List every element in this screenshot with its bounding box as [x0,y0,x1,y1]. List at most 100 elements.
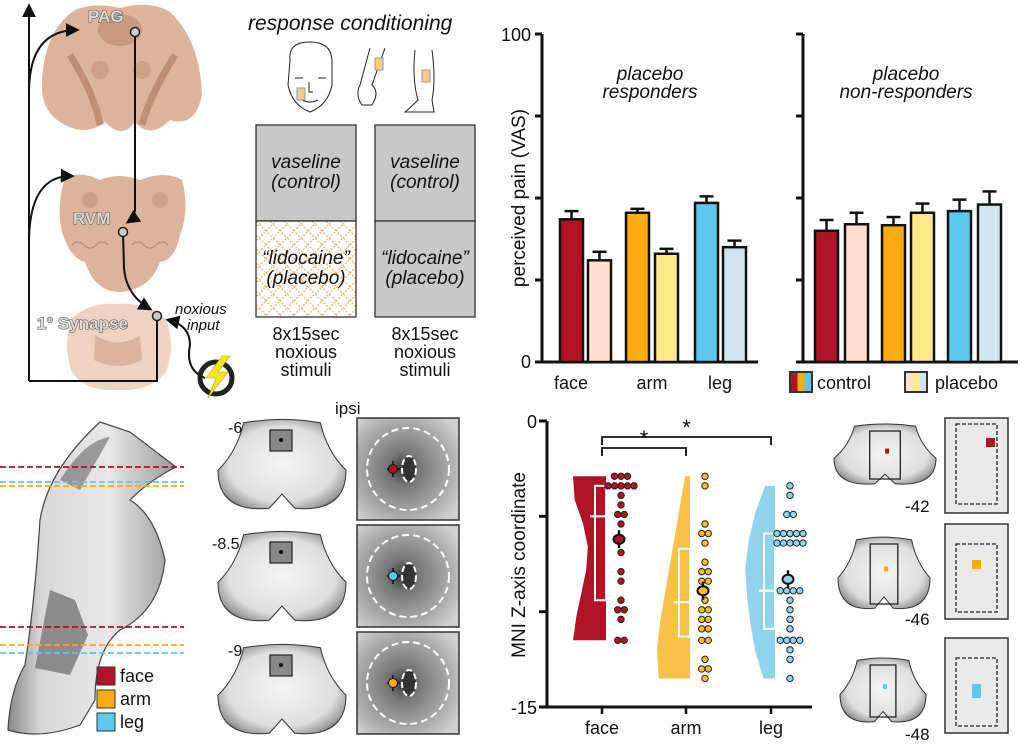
data-point-face [617,567,625,576]
x-tick-label: leg [759,718,783,738]
y-axis-label: MNI Z-axis coordinate [509,472,530,658]
activation-peak [388,464,398,474]
violin-face [573,476,606,641]
noxious-label: noxious [175,301,227,318]
bar-arm-control [880,223,907,364]
placebo-label: “lidocaine” [381,248,470,269]
arm-icon [357,47,386,106]
x-tick-label: face [585,718,619,738]
dashed-roi [955,657,998,727]
activation-cluster [972,684,981,698]
bar-arm-placebo [909,211,936,364]
stimuli-label: stimuli [280,360,331,380]
chart-title-1a: placebo [616,64,684,85]
data-point-leg [796,587,804,595]
axial-brainstem-slice [217,530,347,622]
data-point-arm [701,539,709,547]
stimuli-label: 8x15sec [391,324,458,344]
violin-leg [745,485,775,679]
conditioning-box-gray: vaseline (control) “lidocaine” (placebo)… [374,124,476,380]
legend-label-leg: leg [120,712,144,732]
x-tick-label: face [554,373,588,393]
dashed-region [366,534,450,618]
z-coordinate-chart: MNI Z-axis coordinate 0 -15 face arm leg… [509,412,812,738]
zoom-panel [944,523,1009,620]
data-point-leg [796,636,804,645]
pain-modulation-circuit: PAG RVM 1° Synapse noxious input [22,3,235,399]
bar-face-control [813,229,840,364]
data-point-arm [704,625,712,633]
y-tick-label: -15 [511,698,537,718]
data-point-leg [773,529,781,538]
box-face [594,484,607,602]
x-tick-label: arm [637,373,668,393]
data-point-leg [783,636,791,645]
data-point-face [617,472,625,481]
data-point-arm [701,482,709,490]
conditioning-box-lidocaine: vaseline (control) “lidocaine” (placebo)… [255,124,357,380]
data-point-arm [704,615,712,624]
data-point-leg [792,529,801,538]
input-label: input [187,317,220,334]
violin-arm [657,476,690,679]
pag-node [129,26,141,38]
slice-label: -8.5 [212,536,240,553]
significance-star: * [640,426,649,451]
data-point-leg [779,529,788,538]
data-point-leg [779,539,788,547]
bar-arm-placebo [653,252,680,364]
slice-label: -9 [228,643,242,660]
leg-icon [403,49,435,113]
box-arm [678,547,691,638]
data-point-leg [773,539,781,547]
data-point-leg [786,674,794,683]
legend-swatch-placebo [904,371,928,393]
data-point-arm [698,665,706,673]
data-point-arm [701,558,709,566]
data-point-face [620,606,628,614]
stimuli-label: stimuli [399,360,450,380]
placebo-label: “lidocaine” [262,248,351,269]
data-point-leg [786,529,794,538]
control-sub-label: (control) [390,172,460,193]
axial-brainstem-slice [217,643,347,735]
mean-point-face [612,533,626,545]
data-point-face [617,501,625,509]
stimuli-label: 8x15sec [272,324,339,344]
roi-box [869,664,897,718]
data-point-face [620,636,628,645]
data-point-leg [799,539,807,547]
lightning-stimulator-icon [197,355,235,399]
significance-bracket [601,447,687,456]
y-axis-label: perceived pain (VAS) [509,109,530,287]
conditioning-title: response conditioning [248,12,453,35]
legend-swatch-face [96,666,116,686]
data-point-arm [698,606,706,614]
bar-leg-placebo [721,245,748,364]
activation-cluster [972,560,981,569]
synapse-label: 1° Synapse [37,314,128,333]
data-point-leg [786,625,794,633]
data-point-leg [799,529,807,538]
placebo-sub-label: (placebo) [266,268,345,289]
legend-swatch-leg [96,712,116,732]
legend: control placebo [789,371,998,393]
data-point-face [614,510,622,519]
zoom-panel [944,417,1009,514]
significance-bracket [601,436,772,445]
activation-cluster [986,438,995,447]
roi-box [869,430,901,480]
legend-label-face: face [120,666,154,686]
dashed-nucleus [401,669,417,697]
slice-label: -48 [905,725,930,744]
axial-slices: ipsi -6 -8.5 -9 -42 -46 -48 [212,399,1009,744]
data-point-arm [701,674,709,683]
data-point-face [620,510,628,519]
data-point-arm [698,529,706,538]
data-point-leg [783,510,791,519]
data-point-leg [786,606,794,614]
axial-brainstem-slice [217,418,347,510]
data-point-arm [701,520,709,528]
data-point-face [623,482,632,490]
activation-peak [388,678,398,688]
